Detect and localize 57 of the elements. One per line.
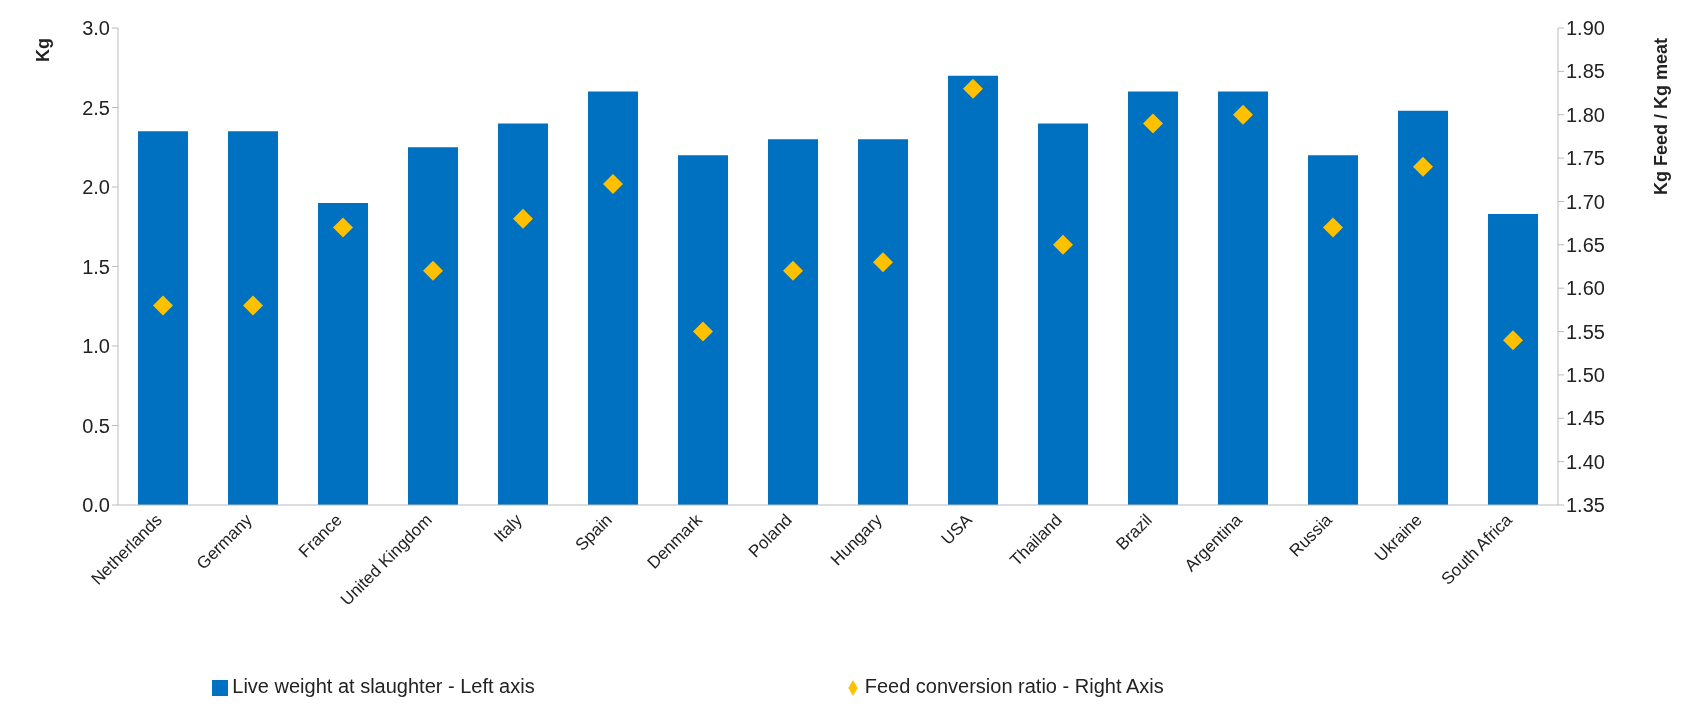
y-tick-label: 2.5 [82,96,110,119]
y2-tick-label: 1.45 [1566,407,1605,430]
legend-label: Live weight at slaughter - Left axis [232,675,535,697]
x-tick-label: USA [937,509,977,549]
y2-tick-label: 1.50 [1566,364,1605,387]
point [873,252,893,273]
x-tick-label: Italy [490,510,527,546]
y2-tick-label: 1.70 [1566,190,1605,213]
y2-axis-title: Kg Feed / Kg meat [1650,38,1671,196]
y2-tick-label: 1.55 [1566,320,1605,343]
point [333,217,353,238]
point [1413,156,1433,177]
point [423,260,443,281]
y2-tick-label: 1.35 [1566,494,1605,517]
bar [1398,110,1448,505]
y2-tick-label: 1.75 [1566,147,1605,170]
point [1143,113,1163,134]
bar [1308,155,1358,505]
point [513,208,533,229]
point [963,78,983,99]
y-tick-label: 1.5 [82,255,110,278]
point [603,174,623,195]
y2-tick-label: 1.65 [1566,233,1605,256]
bar [318,202,368,505]
y-tick-label: 0.5 [82,414,110,437]
bar [228,131,278,505]
y-tick-label: 0.0 [82,494,110,517]
y-axis-title: Kg [32,38,53,62]
legend-label: Feed conversion ratio - Right Axis [864,675,1164,697]
bar [678,155,728,505]
y2-tick-label: 1.90 [1566,17,1605,40]
point [783,260,803,281]
point [693,321,713,342]
point [1323,217,1343,238]
bar [1488,214,1538,505]
y2-tick-label: 1.40 [1566,450,1605,473]
point [1053,234,1073,255]
y2-tick-label: 1.60 [1566,277,1605,300]
point [243,295,263,316]
y-tick-label: 3.0 [82,17,110,40]
bar [948,75,998,505]
bar [408,147,458,505]
y2-tick-label: 1.85 [1566,60,1605,83]
y-tick-label: 1.0 [82,335,110,358]
bar [1038,123,1088,505]
point [1233,104,1253,125]
bar [1218,91,1268,505]
point [1503,330,1523,351]
point [153,295,173,316]
bar [138,131,188,505]
bar [1128,91,1178,505]
bar [498,123,548,505]
y2-tick-label: 1.80 [1566,103,1605,126]
bar [588,91,638,505]
y-tick-label: 2.0 [82,176,110,199]
bar [858,139,908,505]
bar [768,139,818,505]
